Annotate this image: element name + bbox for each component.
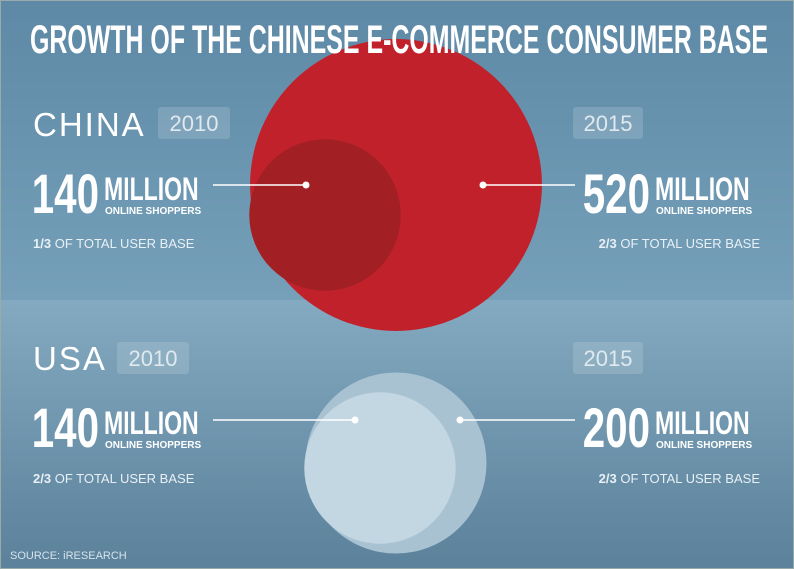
- share: 2/3 OF TOTAL USER BASE: [599, 471, 761, 486]
- year-box: [117, 342, 189, 374]
- share: 2/3 OF TOTAL USER BASE: [33, 471, 195, 486]
- share-fraction: 1/3: [33, 236, 51, 251]
- year: 2015: [584, 111, 633, 136]
- share: 1/3 OF TOTAL USER BASE: [33, 236, 195, 251]
- source: SOURCE: iRESEARCH: [10, 550, 127, 562]
- value: 140: [32, 398, 99, 460]
- year: 2010: [129, 346, 178, 371]
- country: USA: [33, 340, 107, 377]
- bubble-2010: [249, 139, 401, 291]
- unit: MILLION: [655, 171, 750, 207]
- share-text: OF TOTAL USER BASE: [55, 471, 195, 486]
- connector-dot: [351, 416, 359, 424]
- country: CHINA: [33, 106, 146, 143]
- value: 200: [583, 398, 650, 460]
- connector-dot: [456, 416, 464, 424]
- share: 2/3 OF TOTAL USER BASE: [599, 236, 761, 251]
- year: 2015: [584, 346, 633, 371]
- year: 2010: [170, 111, 219, 136]
- share-fraction: 2/3: [33, 471, 51, 486]
- bubble-2010: [304, 392, 456, 544]
- share-fraction: 2/3: [599, 471, 617, 486]
- connector-dot: [302, 181, 310, 189]
- label: ONLINE SHOPPERS: [656, 206, 752, 217]
- unit: MILLION: [104, 171, 199, 207]
- label: ONLINE SHOPPERS: [105, 440, 201, 451]
- circles: [213, 39, 575, 554]
- label: ONLINE SHOPPERS: [105, 206, 201, 217]
- year-box: [573, 342, 643, 374]
- share-text: OF TOTAL USER BASE: [55, 236, 195, 251]
- value: 520: [583, 164, 650, 226]
- share-text: OF TOTAL USER BASE: [620, 236, 760, 251]
- unit: MILLION: [104, 405, 199, 441]
- year-box: [158, 107, 230, 139]
- label: ONLINE SHOPPERS: [656, 440, 752, 451]
- unit: MILLION: [655, 405, 750, 441]
- share-fraction: 2/3: [599, 236, 617, 251]
- share-text: OF TOTAL USER BASE: [620, 471, 760, 486]
- value: 140: [32, 164, 99, 226]
- connector-dot: [479, 181, 487, 189]
- year-box: [573, 107, 643, 139]
- title: GROWTH OF THE CHINESE E-COMMERCE CONSUME…: [30, 18, 768, 62]
